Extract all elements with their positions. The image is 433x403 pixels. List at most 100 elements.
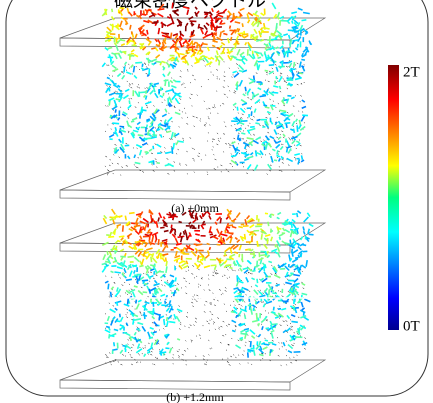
field-dot <box>213 168 216 170</box>
flux-vector <box>278 76 283 83</box>
flux-vector <box>282 97 285 102</box>
flux-vector <box>155 54 161 59</box>
flux-vector <box>130 226 137 232</box>
flux-vector <box>119 146 125 154</box>
flux-vector <box>291 249 299 254</box>
field-dot <box>117 162 119 165</box>
flux-vector <box>230 159 238 165</box>
flux-vector <box>172 289 177 297</box>
flux-vector <box>118 8 124 14</box>
flux-vector <box>216 46 221 51</box>
field-dot <box>191 65 193 67</box>
field-dot <box>167 173 170 175</box>
flux-vector <box>133 285 138 288</box>
field-dot <box>241 305 243 307</box>
flux-vector <box>273 139 278 145</box>
field-dot <box>278 166 280 168</box>
field-dot <box>270 273 273 275</box>
field-dot <box>245 148 247 150</box>
field-dot <box>112 305 115 307</box>
flux-vector <box>133 53 139 58</box>
field-dot <box>281 295 284 297</box>
flux-vector <box>301 52 304 57</box>
flux-vector <box>254 264 260 268</box>
flux-vector <box>134 249 141 255</box>
field-dot <box>260 140 263 142</box>
flux-vector <box>192 52 196 57</box>
field-dot <box>166 158 169 160</box>
flux-vector <box>135 275 139 283</box>
flux-vector <box>236 276 242 282</box>
field-dot <box>141 352 143 355</box>
flux-vector <box>121 74 126 80</box>
flux-vector <box>168 300 172 306</box>
flux-vector <box>297 246 302 251</box>
field-dot <box>189 324 192 326</box>
field-dot <box>126 312 128 314</box>
flux-vector <box>143 353 147 358</box>
flux-vector <box>148 336 154 340</box>
flux-vector <box>291 20 294 24</box>
flux-vector <box>271 248 278 253</box>
flux-vector <box>233 260 236 266</box>
flux-vector <box>201 212 204 217</box>
flux-vector <box>297 327 301 334</box>
field-dot <box>193 298 196 300</box>
field-dot <box>231 309 234 312</box>
field-dot <box>192 296 194 298</box>
flux-vector <box>259 277 265 282</box>
field-dot <box>136 86 139 88</box>
flux-vector <box>229 266 233 270</box>
flux-vector <box>254 17 258 23</box>
field-dot <box>280 73 282 75</box>
flux-vector <box>142 240 148 245</box>
flux-vector <box>239 336 244 340</box>
field-dot <box>242 354 244 356</box>
field-dot <box>174 106 176 108</box>
flux-vector <box>285 147 289 153</box>
field-dot <box>303 348 306 350</box>
field-dot <box>209 303 212 306</box>
field-dot <box>186 150 188 153</box>
flux-vector <box>116 72 122 78</box>
flux-vector <box>219 217 222 224</box>
flux-vector <box>278 263 285 269</box>
field-dot <box>220 164 223 167</box>
field-dot <box>293 157 296 159</box>
flux-vector <box>273 265 278 273</box>
field-dot <box>134 106 137 108</box>
field-dot <box>181 358 183 361</box>
field-dot <box>196 94 198 96</box>
flux-vector <box>146 346 154 352</box>
flux-vector <box>163 119 167 124</box>
flux-vector <box>239 13 242 18</box>
flux-vector <box>119 125 125 128</box>
flux-vector <box>252 269 256 273</box>
field-dot <box>222 320 225 323</box>
field-dot <box>203 125 206 127</box>
field-dot <box>203 289 205 291</box>
field-dot <box>252 169 255 172</box>
flux-vector <box>120 143 125 151</box>
flux-vector <box>169 32 173 39</box>
field-dot <box>214 106 216 108</box>
flux-vector <box>135 14 140 18</box>
flux-vector <box>201 42 208 46</box>
flux-vector <box>234 27 239 34</box>
flux-vector <box>233 251 239 255</box>
flux-vector <box>209 24 213 30</box>
flux-vector <box>151 136 157 139</box>
flux-vector <box>141 46 147 51</box>
flux-vector <box>271 58 275 64</box>
field-dot <box>198 268 200 271</box>
flux-vector <box>271 343 277 346</box>
flux-vector <box>125 39 132 46</box>
field-dot <box>128 85 130 87</box>
field-dot <box>185 286 187 288</box>
field-dot <box>183 350 187 352</box>
flux-vector <box>284 242 292 246</box>
flux-vector <box>294 76 302 81</box>
flux-vector <box>259 27 264 31</box>
flux-vector <box>126 298 130 305</box>
flux-vector <box>292 286 296 293</box>
